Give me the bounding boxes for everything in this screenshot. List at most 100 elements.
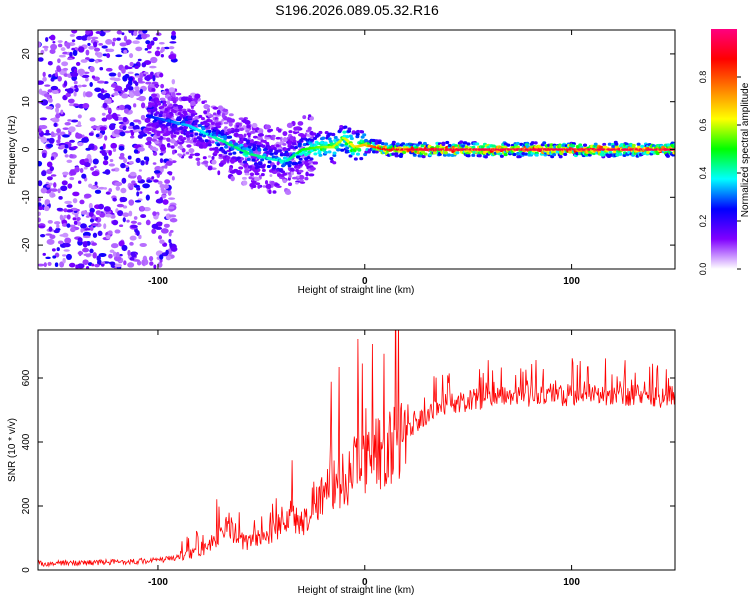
spectrogram-cell [348,154,353,158]
y-tick-label: 200 [21,497,32,514]
spectrogram-cell [169,217,178,223]
spectrogram-cell [127,71,134,75]
spectrogram-cell [77,114,82,119]
spectrogram-cell [216,109,221,115]
spectrogram-cell [64,154,69,158]
spectrogram-cell [421,150,426,154]
spectrogram-cell [287,142,292,147]
spectrogram-cell [349,136,354,141]
spectrogram-cell [313,161,318,165]
spectrogram-cell [127,86,134,91]
spectrogram-cell [292,139,297,144]
spectrogram-cell [602,142,607,147]
spectrogram-cell [167,106,172,110]
spectrogram-cell [82,91,87,98]
spectrogram-cell [49,234,56,240]
spectrogram-cell [113,77,121,82]
spectrogram-cell [162,199,169,205]
spectrogram-cell [265,150,270,155]
spectrogram-cell [83,253,91,257]
spectrogram-cell [530,141,535,145]
spectrogram-cell [169,230,174,233]
spectrogram-cell [85,147,91,151]
spectrogram-cell [211,159,217,165]
spectrogram-cell [277,173,282,177]
spectrogram-cell [53,122,57,128]
spectrogram-cell [218,162,224,167]
spectrogram-cell [85,77,89,82]
spectrogram-cell [119,224,124,228]
spectrogram-cell [435,144,440,149]
spectrogram-cell [139,205,145,212]
spectrogram-cell [213,126,218,131]
spectrogram-cell [122,125,127,131]
spectrogram-cell [163,208,169,212]
spectrogram-cell [185,120,191,124]
spectrogram-cell [157,235,163,240]
spectrogram-cell [45,129,50,134]
spectrogram-cell [257,142,262,146]
spectrogram-cell [72,217,77,221]
spectrogram-cell [151,93,158,98]
spectrogram-cell [101,45,108,49]
spectrogram-cell [298,157,303,161]
spectrogram-cell [234,142,239,146]
spectrogram-cell [84,162,91,168]
spectrogram-cell [179,113,184,118]
spectrogram-cell [162,242,168,247]
spectrogram-cell [62,127,69,130]
spectrogram-cell [200,117,205,121]
spectrogram-cell [100,261,106,265]
colorbar-tick-label: 0.2 [698,215,708,228]
spectrogram-cell [262,153,267,157]
spectrogram-cell [76,209,80,212]
spectrogram-cell [112,251,117,257]
spectrogram-cell [38,127,42,134]
spectrogram-cell [336,148,341,152]
spectrogram-cell [43,93,50,98]
spectrogram-cell [181,120,186,124]
spectrogram-cell [243,164,248,168]
spectrogram-cell [167,197,176,200]
spectrogram-cell [151,223,159,229]
spectrogram-cell [72,145,78,149]
spectrogram-cell [297,142,302,146]
spectrogram-cell [104,213,113,218]
spectrogram-cell [308,173,315,177]
spectrogram-cell [113,255,122,262]
spectrogram-cell [66,159,73,163]
spectrogram-cell [129,183,134,189]
spectrogram-cell [297,121,304,126]
spectrogram-cell [221,112,226,119]
spectrogram-cell [95,59,99,64]
x-tick-label: 0 [362,577,368,588]
spectrogram-cell [189,109,194,114]
spectrogram-cell [70,71,79,77]
spectrogram-cell [48,226,53,232]
spectrogram-cell [163,223,170,228]
spectrogram-cell [272,146,277,151]
spectrogram-cell [104,169,111,175]
spectrogram-cell [123,49,128,54]
spectrogram-cell [42,76,47,82]
spectrogram-cell [377,141,382,145]
spectrogram-cell [169,41,177,44]
spectrogram-cell [112,37,117,42]
spectrogram-cell [189,153,195,156]
spectrogram-cell [129,235,137,241]
spectrogram-cell [107,98,112,105]
spectrogram-cell [168,231,172,237]
spectrogram-cell [103,223,107,230]
spectrogram-cell [140,102,146,109]
spectrogram-cell [90,167,95,171]
spectrogram-cell [126,219,130,223]
spectrogram-cell [212,112,217,116]
spectrogram-cell [208,119,213,123]
spectrogram-cell [195,157,201,161]
spectrogram-cell [49,49,56,55]
spectrogram-cell [275,136,281,140]
spectrogram-cell [226,155,231,160]
spectrogram-cell [91,242,98,246]
spectrogram-cell [142,30,148,34]
spectrogram-cell [152,151,158,156]
